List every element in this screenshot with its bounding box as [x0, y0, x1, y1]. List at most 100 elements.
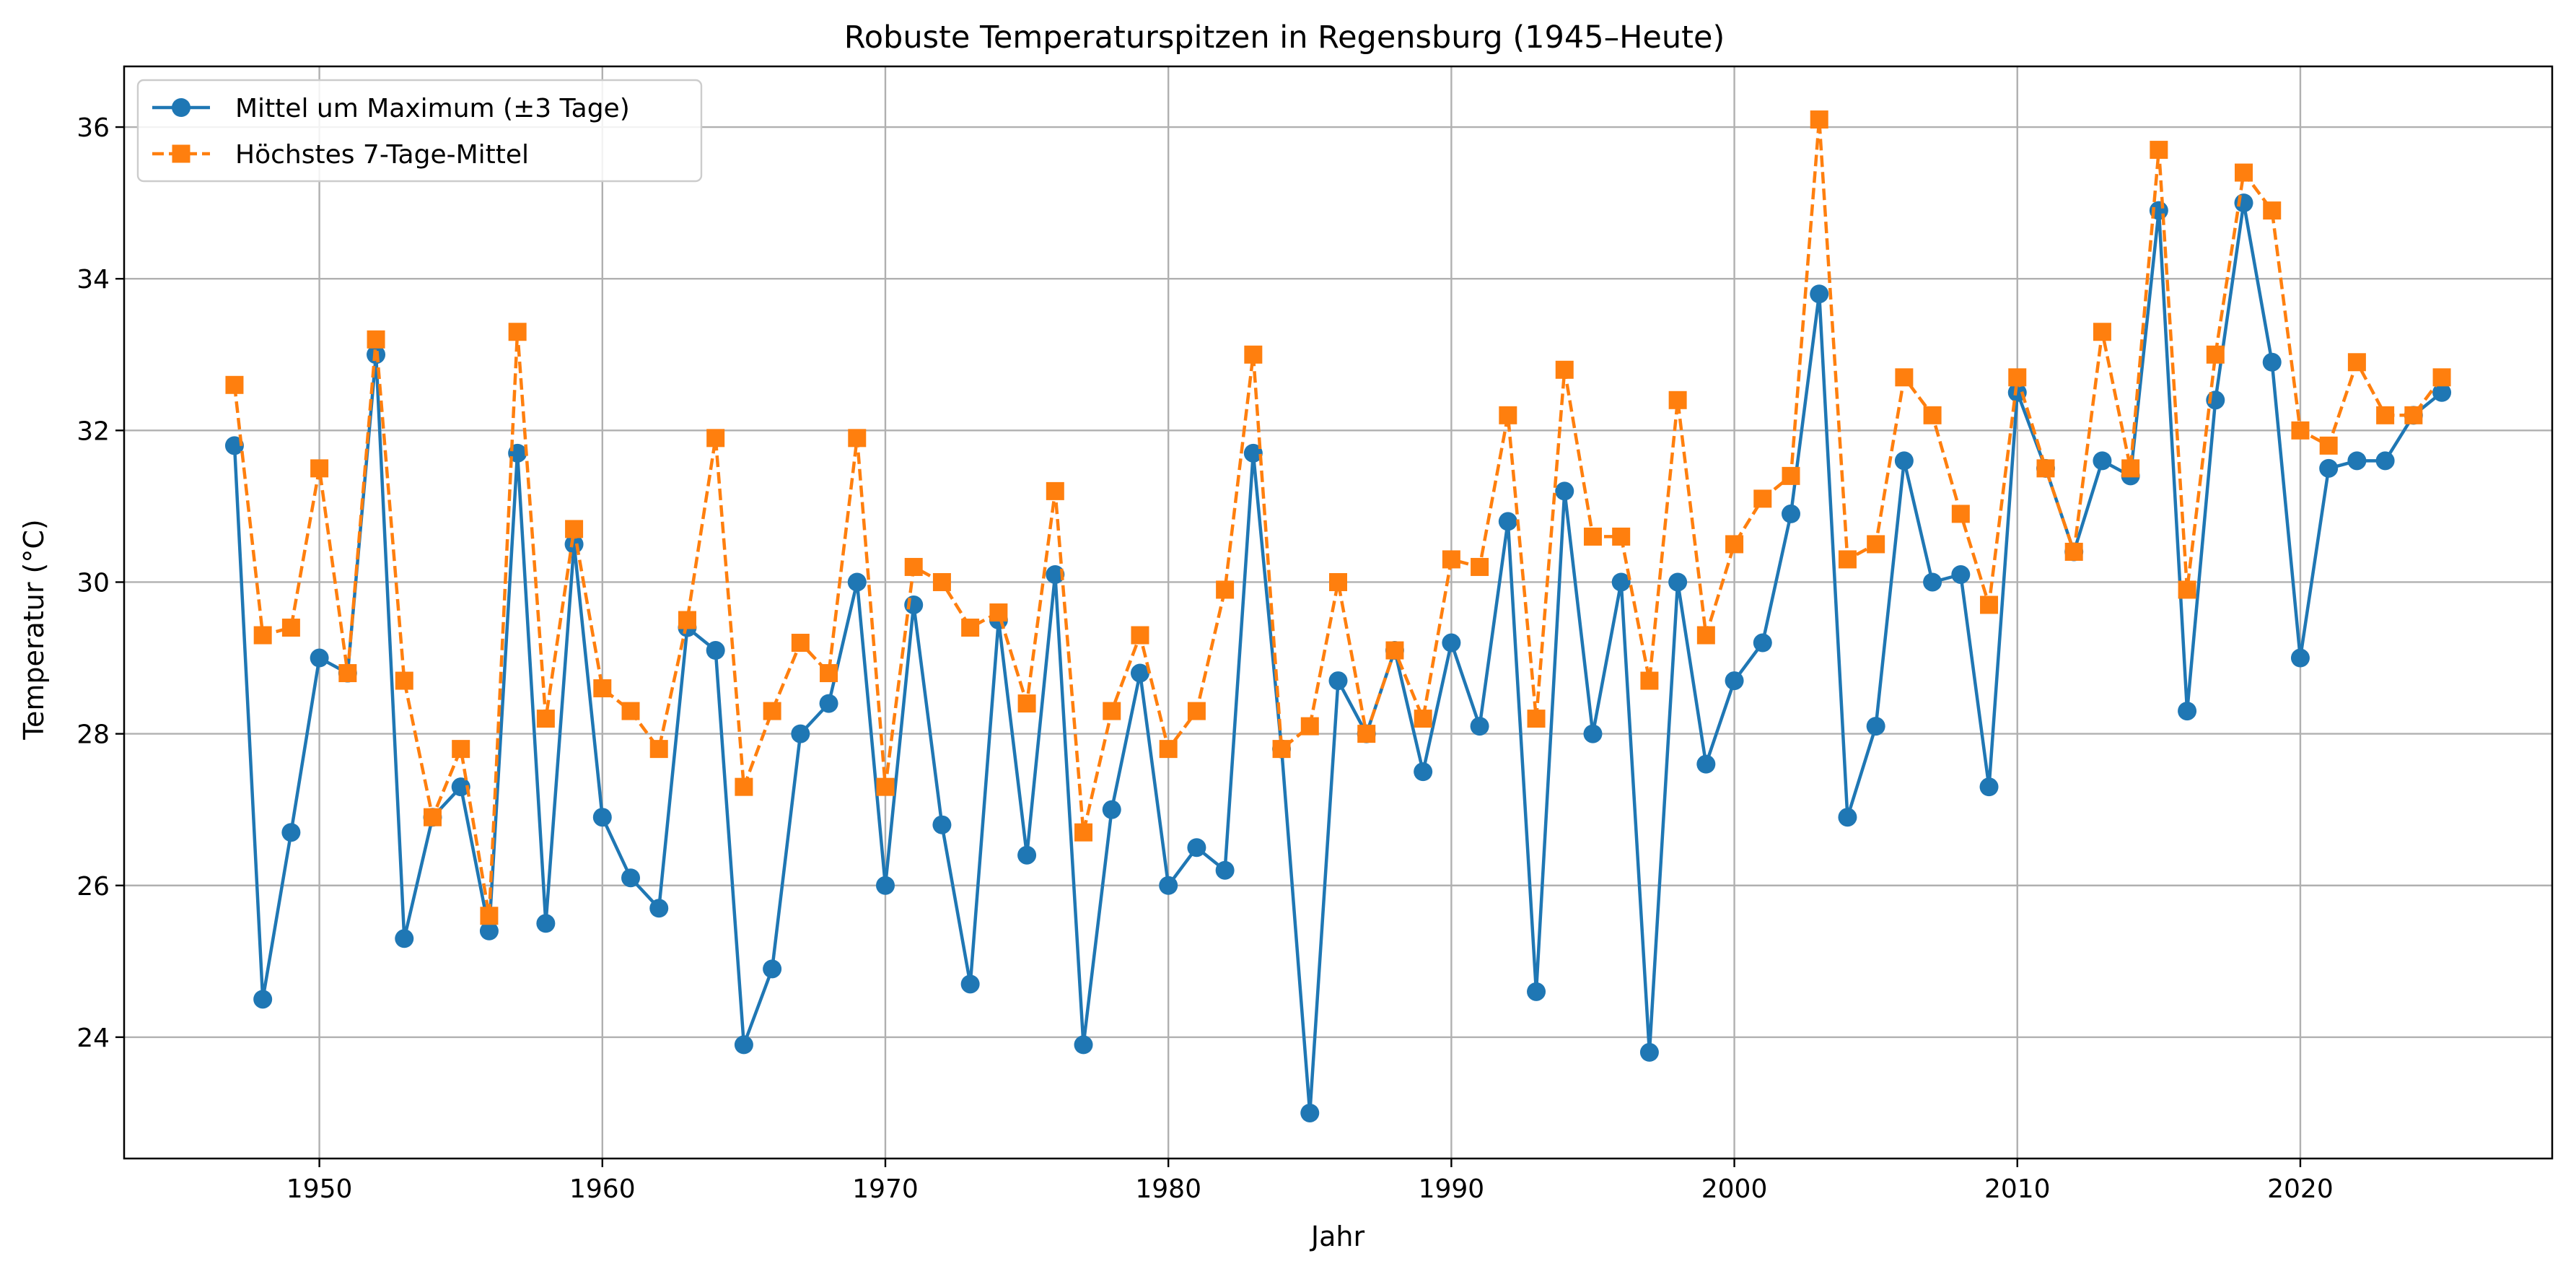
data-point [1583, 724, 1603, 743]
data-point [1923, 572, 1942, 592]
data-point [2263, 201, 2282, 220]
y-tick-label: 36 [76, 113, 110, 143]
data-point [2121, 459, 2140, 478]
data-point [1612, 527, 1631, 546]
data-point [1639, 1042, 1659, 1062]
data-point [1046, 564, 1065, 584]
data-point [649, 899, 669, 918]
data-point [989, 603, 1008, 621]
data-point [1810, 284, 1829, 304]
data-point [734, 1035, 753, 1055]
data-point [1300, 1103, 1320, 1122]
data-point [960, 974, 980, 994]
data-point [2319, 458, 2339, 478]
data-point [961, 619, 980, 637]
data-point [1442, 550, 1460, 569]
data-point [338, 664, 357, 683]
legend-marker [172, 98, 190, 117]
data-point [2262, 352, 2282, 372]
data-point [1159, 876, 1178, 895]
data-point [593, 679, 612, 698]
data-point [1328, 671, 1348, 691]
data-point [1611, 572, 1631, 592]
data-point [1272, 740, 1291, 759]
y-tick-label: 24 [76, 1024, 110, 1053]
data-point [253, 990, 273, 1009]
data-point [395, 671, 413, 690]
data-point [479, 921, 499, 941]
data-point [1555, 360, 1574, 379]
series-2 [225, 110, 2451, 925]
data-point [1838, 550, 1857, 569]
data-point [2347, 353, 2366, 372]
x-tick-label: 1960 [569, 1174, 636, 1204]
data-point [1471, 557, 1489, 576]
data-point [2036, 459, 2055, 478]
y-tick-label: 30 [76, 568, 110, 598]
data-point [1696, 626, 1715, 645]
data-point [1414, 762, 1433, 782]
data-point [1555, 481, 1574, 501]
data-point [2291, 421, 2310, 440]
data-point [904, 595, 924, 614]
data-point [1130, 663, 1149, 683]
y-tick-label: 26 [76, 872, 110, 902]
data-point [1867, 535, 1885, 554]
data-point [1499, 406, 1517, 424]
data-point [735, 777, 753, 796]
x-tick-label: 1990 [1419, 1174, 1485, 1204]
legend-entry: Höchstes 7-Tage-Mittel [152, 140, 529, 170]
data-point [2404, 406, 2423, 424]
data-point [2093, 451, 2112, 471]
legend-marker [172, 144, 190, 163]
data-point [1300, 717, 1319, 736]
data-point [621, 868, 641, 888]
data-point [224, 436, 244, 455]
data-point [875, 876, 895, 895]
data-point [1725, 671, 1744, 691]
data-point [1838, 808, 1857, 827]
data-point [2008, 368, 2027, 387]
data-point [848, 429, 867, 448]
axis-ticks: 1950 1960 1970 1980 1990 2000 2010 2020 24 26 28 30… [76, 113, 2334, 1204]
data-point [2290, 648, 2310, 668]
data-point [1243, 443, 1263, 463]
data-point [706, 429, 725, 448]
data-point [1923, 406, 1942, 424]
data-point [1668, 572, 1688, 592]
data-point [1215, 860, 1235, 880]
data-point [565, 520, 584, 538]
data-point [508, 323, 527, 341]
data-point [1046, 481, 1064, 500]
data-point [2375, 451, 2395, 471]
data-point [1979, 777, 1999, 797]
data-point [1583, 527, 1602, 546]
data-point [1753, 489, 1772, 508]
data-point [310, 459, 329, 478]
data-point [480, 907, 499, 925]
data-point [1640, 671, 1659, 690]
data-point [1895, 368, 1914, 387]
data-point [876, 777, 895, 796]
data-point [536, 914, 556, 933]
data-point [1017, 845, 1037, 865]
data-point [621, 702, 640, 720]
data-point [281, 619, 300, 637]
data-point [1782, 504, 1801, 523]
data-point [1414, 710, 1432, 728]
data-point [1244, 345, 1263, 364]
data-point [819, 694, 838, 713]
data-point [451, 777, 470, 797]
data-point [2432, 368, 2451, 387]
data-point [932, 815, 952, 834]
plot-frame [123, 65, 2554, 1160]
chart-title: Robuste Temperaturspitzen in Regensburg … [844, 19, 1725, 56]
data-point [2235, 163, 2253, 182]
data-point [592, 808, 612, 827]
data-point [395, 929, 414, 948]
data-point [1470, 717, 1489, 736]
legend: Mittel um Maximum (±3 Tage) Höchstes 7-Ta… [136, 79, 703, 183]
data-point [1102, 800, 1121, 819]
series-layer [224, 110, 2452, 1122]
